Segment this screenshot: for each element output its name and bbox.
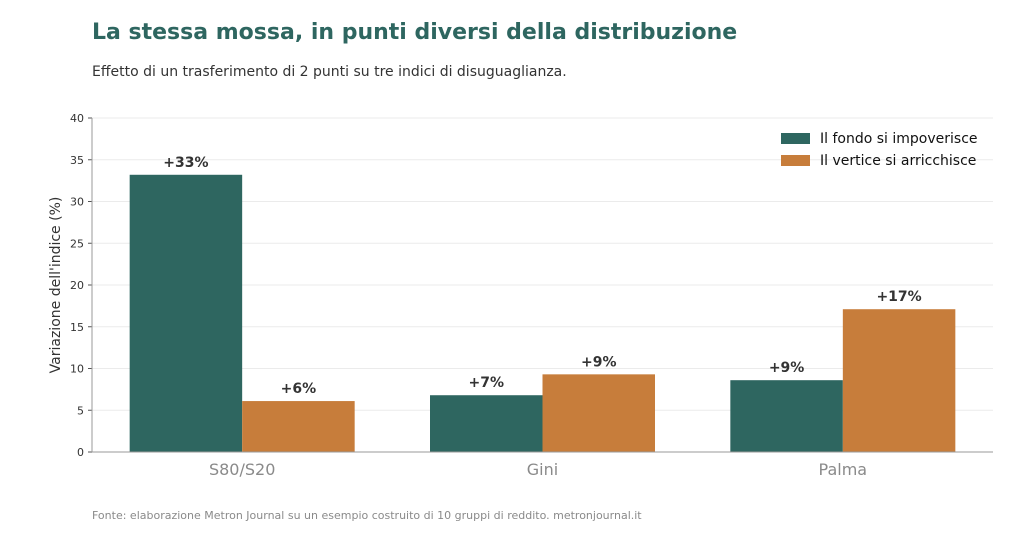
bar xyxy=(129,174,243,452)
bar xyxy=(730,380,843,452)
bar-value-label: +9% xyxy=(769,360,805,376)
legend: Il fondo si impoverisce Il vertice si arr… xyxy=(781,131,978,169)
legend-entry: Il fondo si impoverisce xyxy=(820,131,978,147)
bar-value-label: +9% xyxy=(581,354,617,370)
bar-value-label: +7% xyxy=(469,375,505,391)
bar xyxy=(242,401,355,452)
chart-subtitle: Effetto di un trasferimento di 2 punti s… xyxy=(92,64,567,80)
y-tick-label: 5 xyxy=(77,404,84,417)
chart-title: La stessa mossa, in punti diversi della … xyxy=(92,20,738,45)
axes: 0 5 10 15 20 25 30 35 40 Variazione dell'indice (… xyxy=(48,112,993,479)
bar xyxy=(542,374,655,452)
y-tick-label: 0 xyxy=(77,446,84,459)
bar xyxy=(430,395,543,452)
y-tick-label: 20 xyxy=(70,279,84,292)
y-tick-label: 10 xyxy=(70,363,84,376)
y-axis-label: Variazione dell'indice (%) xyxy=(48,197,64,374)
bar-value-label: +17% xyxy=(876,289,921,305)
bar-value-label: +6% xyxy=(281,381,317,397)
y-tick-label: 25 xyxy=(70,237,84,250)
y-tick-label: 40 xyxy=(70,112,84,125)
bar-value-label: +33% xyxy=(163,155,208,171)
x-tick-label: S80/S20 xyxy=(209,460,275,479)
y-tick-label: 35 xyxy=(70,154,84,167)
legend-swatch xyxy=(781,133,810,144)
bars xyxy=(129,174,956,452)
y-tick-label: 15 xyxy=(70,321,84,334)
x-tick-label: Gini xyxy=(527,460,558,479)
legend-swatch xyxy=(781,155,810,166)
bar xyxy=(842,309,956,452)
x-tick-label: Palma xyxy=(819,460,868,479)
source-note: Fonte: elaborazione Metron Journal su un… xyxy=(92,509,642,522)
legend-entry: Il vertice si arricchisce xyxy=(820,153,976,169)
data-labels: +33% +6% +7% +9% +9% +17% xyxy=(163,155,921,397)
y-tick-label: 30 xyxy=(70,196,84,209)
